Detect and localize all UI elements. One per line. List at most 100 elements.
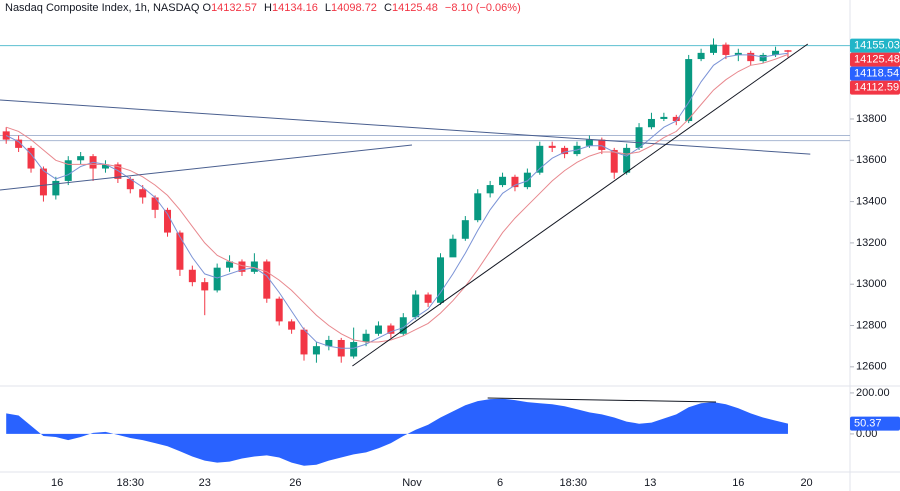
trend-line: [0, 99, 811, 155]
candle-body: [300, 329, 308, 355]
low-value: 14098.72: [331, 2, 377, 14]
price-tag-label: 14125.48: [854, 54, 900, 66]
high-label: H: [264, 2, 272, 14]
candle-body: [201, 282, 209, 291]
symbol: Nasdaq Composite Index, 1h, NASDAQ: [5, 2, 200, 14]
candle-body: [362, 333, 370, 343]
y-tick-label: 13600: [856, 154, 887, 166]
candle-body: [164, 209, 172, 233]
candle-body: [523, 172, 531, 188]
candle-body: [39, 168, 47, 196]
candle-body: [722, 44, 730, 55]
candle-body: [139, 189, 147, 198]
candle-body: [511, 176, 519, 188]
close-value: 14125.48: [391, 2, 438, 14]
candle-body: [548, 145, 556, 148]
x-tick-label: 20: [800, 477, 812, 489]
candle-body: [176, 232, 184, 270]
candle-body: [101, 164, 109, 169]
high-value: 14134.16: [271, 2, 318, 14]
y-tick-label: 13200: [856, 237, 887, 249]
candle-body: [325, 339, 333, 347]
price-tag: [850, 416, 900, 431]
x-tick-label: 13: [644, 477, 656, 489]
candle-body: [536, 145, 544, 173]
candle-body: [623, 147, 631, 173]
candle-body: [660, 116, 668, 119]
y-tick-label: 0.00: [856, 428, 877, 440]
candle-body: [226, 261, 234, 268]
x-tick-label: 26: [289, 477, 301, 489]
candle-body: [461, 220, 469, 239]
price-tag: [850, 80, 900, 95]
trend-line: [487, 397, 716, 403]
price-tag-label: 14112.59: [854, 82, 899, 94]
price-tag: [850, 66, 900, 81]
candle-body: [561, 147, 569, 155]
candle-body: [747, 52, 755, 62]
candle-body: [598, 139, 606, 150]
y-tick-label: 12800: [856, 319, 887, 331]
candle-body: [399, 317, 407, 334]
candle-body: [449, 238, 457, 258]
candle-body: [238, 261, 246, 272]
candle-body: [374, 325, 382, 334]
candle-body: [474, 193, 482, 221]
candle-body: [350, 342, 358, 357]
candle-body: [486, 185, 494, 194]
x-tick-label: 18:30: [560, 477, 588, 489]
candle-body: [151, 197, 159, 210]
candle-body: [672, 116, 680, 122]
candle-body: [275, 298, 283, 322]
y-tick-label: 13000: [856, 278, 887, 290]
price-tag-label: 14155.03: [854, 40, 900, 52]
candle-body: [114, 164, 122, 179]
candle-body: [77, 156, 85, 161]
x-tick-label: 23: [199, 477, 211, 489]
candle-body: [263, 261, 271, 299]
candle-body: [126, 178, 134, 190]
candle-body: [734, 52, 742, 55]
candle-body: [635, 127, 643, 148]
candle-body: [15, 139, 23, 148]
trend-line: [352, 43, 809, 367]
change: −8.10 (−0.06%): [444, 2, 521, 14]
candle-body: [499, 176, 507, 186]
candle-body: [288, 321, 296, 330]
candle-body: [610, 149, 618, 173]
candle-body: [27, 147, 35, 169]
open-label: O: [202, 2, 212, 14]
candle-body: [710, 44, 718, 53]
candle-body: [784, 50, 792, 52]
candle-body: [647, 118, 655, 128]
x-tick-label: 16: [732, 477, 744, 489]
candle-body: [697, 52, 705, 60]
candle-body: [759, 54, 767, 62]
candle-body: [387, 325, 395, 334]
close-label: C: [384, 2, 392, 14]
oscillator-area: [6, 398, 788, 466]
low-label: L: [324, 2, 332, 14]
moving-average: [6, 53, 789, 343]
candle-body: [585, 139, 593, 146]
candle-body: [188, 269, 196, 283]
x-tick-label: 6: [497, 477, 503, 489]
open-value: 14132.57: [211, 2, 257, 14]
y-tick-label: 12600: [856, 361, 887, 373]
candle-body: [772, 50, 780, 55]
x-tick-label: 18:30: [117, 477, 145, 489]
y-tick-label: 13400: [856, 195, 887, 207]
candle-body: [685, 59, 693, 122]
candle-body: [64, 160, 72, 181]
x-tick-label: 16: [51, 477, 63, 489]
moving-average: [5, 52, 789, 349]
candle-body: [250, 261, 258, 272]
candle-body: [412, 294, 420, 318]
price-tag-label: 50.37: [854, 418, 882, 430]
candle-body: [424, 294, 432, 303]
price-tag: [850, 38, 900, 53]
candle-body: [312, 346, 320, 355]
candle-body: [437, 257, 445, 303]
